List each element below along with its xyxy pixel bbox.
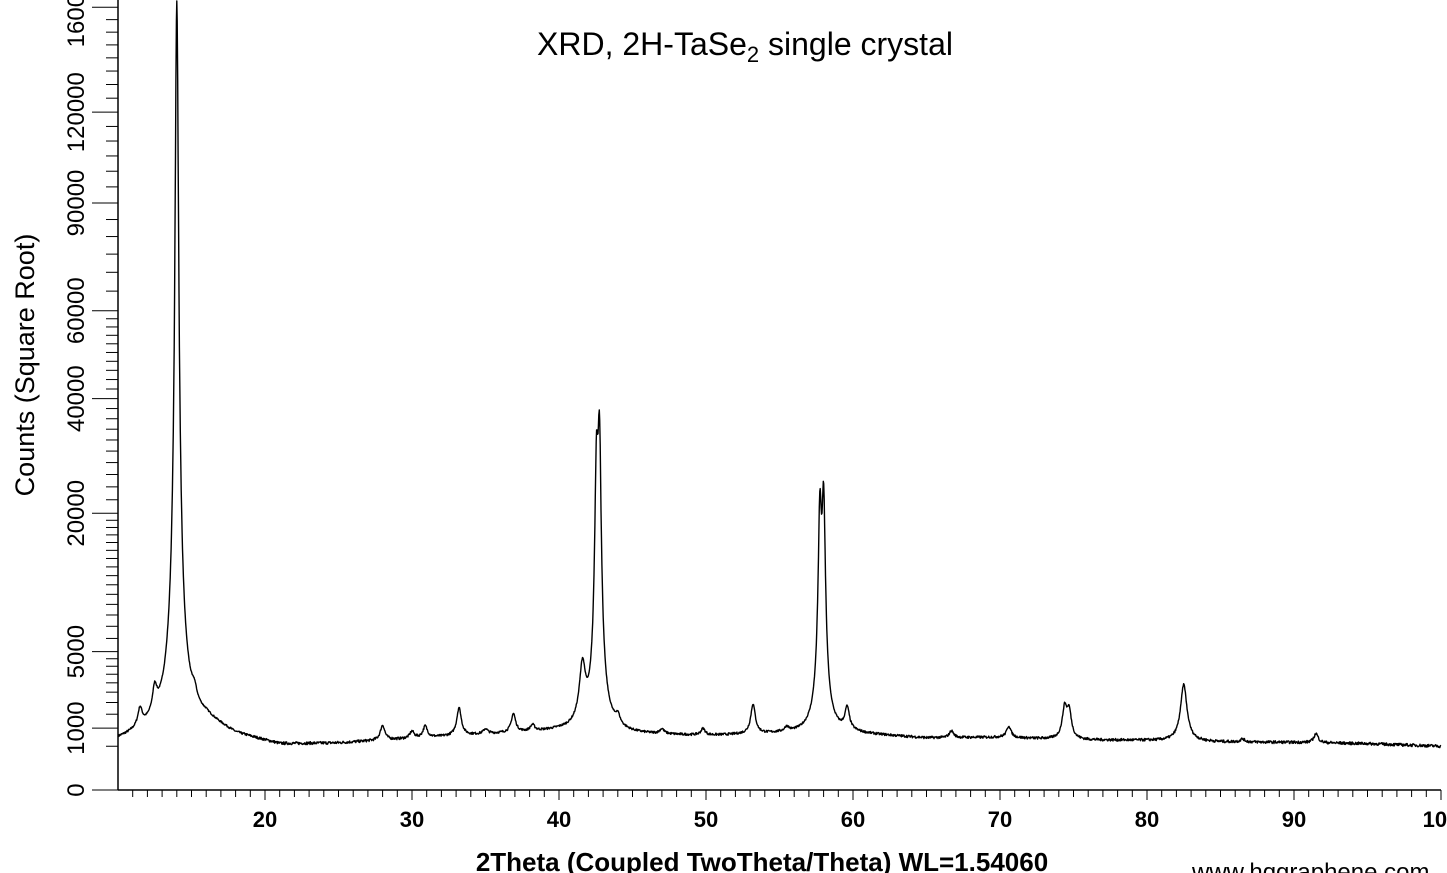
y-tick-labels: 0 1000 5000 20000 40000 60000 90000 120000 16000…	[63, 0, 90, 797]
chart-title-subscript: 2	[747, 42, 759, 67]
y-tick-label: 60000	[63, 277, 90, 344]
x-tick-label: 20	[253, 807, 277, 832]
x-tick-label: 100	[1423, 807, 1447, 832]
chart-title: XRD, 2H-TaSe2 single crystal	[537, 26, 953, 67]
y-tick-label: 5000	[63, 625, 90, 678]
x-tick-label: 30	[400, 807, 424, 832]
y-tick-label: 40000	[63, 365, 90, 432]
y-minor-ticks	[106, 19, 118, 747]
chart-title-main: XRD, 2H-TaSe	[537, 26, 747, 62]
chart-title-suffix: single crystal	[759, 26, 953, 62]
x-tick-label: 70	[988, 807, 1012, 832]
y-tick-label: 120000	[63, 72, 90, 152]
watermark-text: www.hqgraphene.com	[1191, 859, 1429, 873]
x-ticks	[132, 790, 1442, 800]
x-tick-label: 90	[1282, 807, 1306, 832]
y-major-ticks	[92, 6, 118, 791]
y-tick-label: 20000	[63, 480, 90, 547]
x-tick-label: 80	[1135, 807, 1159, 832]
x-tick-labels: 20 30 40 50 60 70 80 90 100	[253, 807, 1447, 832]
y-tick-label: 160000	[63, 0, 90, 47]
xrd-series-line	[117, 0, 1442, 749]
x-axis-label: 2Theta (Coupled TwoTheta/Theta) WL=1.540…	[476, 847, 1048, 873]
x-tick-label: 40	[547, 807, 571, 832]
y-tick-label: 0	[63, 783, 90, 796]
y-tick-label: 1000	[63, 701, 90, 754]
y-tick-label: 90000	[63, 170, 90, 237]
y-axis-label: Counts (Square Root)	[10, 234, 40, 497]
x-tick-label: 50	[694, 807, 718, 832]
x-tick-label: 60	[841, 807, 865, 832]
